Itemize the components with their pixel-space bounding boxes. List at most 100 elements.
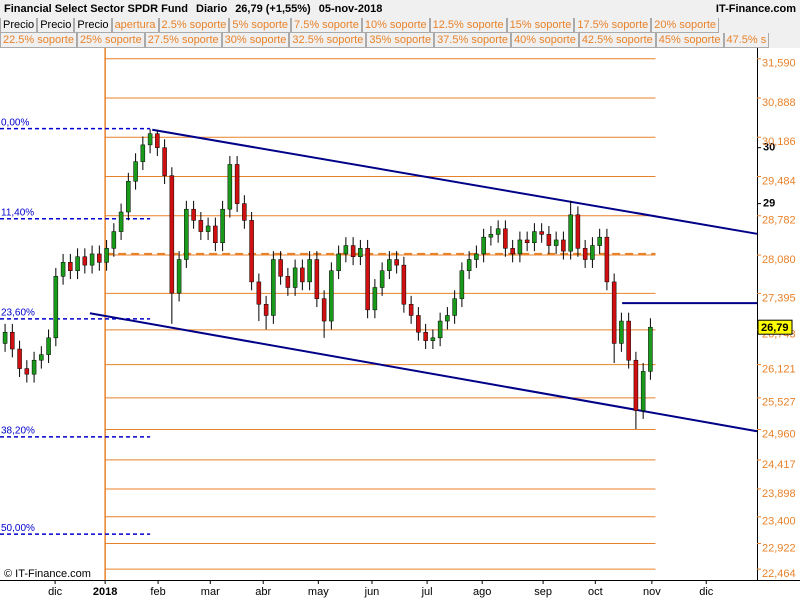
candle-body [640, 371, 646, 411]
x-tick-label: mar [201, 586, 220, 598]
tab[interactable]: 45% soporte [655, 33, 724, 48]
candle-body [263, 304, 269, 316]
x-tick-label: dic [48, 586, 63, 598]
candle-body [524, 239, 530, 244]
tab[interactable]: Precio [0, 18, 38, 33]
tab[interactable]: 35% soporte [366, 33, 435, 48]
candle-body [249, 220, 254, 283]
tab[interactable]: 37.5% soporte [434, 33, 512, 48]
trendline [152, 128, 758, 235]
tab[interactable]: 10% soporte [361, 18, 430, 33]
date: 05-nov-2018 [318, 3, 383, 15]
candle-body [118, 211, 124, 232]
tab[interactable]: Precio [37, 18, 75, 33]
candle-body [126, 180, 131, 213]
candle-body [31, 359, 37, 375]
x-tick-label: feb [150, 586, 165, 598]
tab[interactable]: 40% soporte [511, 33, 579, 48]
level-label: 23,400 [762, 516, 796, 528]
candle-body [242, 203, 247, 221]
last-change: 26,79 (+1,55%) [235, 3, 311, 15]
candle-body [372, 287, 378, 311]
candle-body [39, 354, 44, 361]
candle-body [300, 267, 305, 283]
candle-body [416, 315, 421, 333]
fib-label: 23,60% [1, 307, 35, 318]
tab[interactable]: 12.5% soporte [429, 18, 507, 33]
tab[interactable]: 5% soporte [229, 18, 292, 33]
candle-body [191, 208, 196, 221]
candle-body [343, 245, 349, 255]
tab[interactable]: apertura [111, 18, 159, 33]
candle-body [82, 256, 88, 266]
tab[interactable]: 27.5% soporte [144, 33, 222, 48]
level-label: 27,395 [762, 292, 796, 304]
candle-body [2, 331, 8, 344]
candle-body [379, 270, 385, 288]
level-label: 26,121 [762, 364, 796, 376]
level-label: 24,417 [762, 459, 796, 471]
candle-body [611, 281, 617, 344]
x-tick-label: may [308, 586, 329, 598]
last-price-box [757, 319, 793, 335]
x-tick-label: jun [364, 586, 380, 598]
candle-body [401, 264, 407, 305]
candle-body [147, 133, 153, 146]
candle-body [423, 331, 428, 341]
x-tick-label: jul [421, 586, 433, 598]
tab[interactable]: 17.5% soporte [574, 18, 652, 33]
tab[interactable]: 32.5% soporte [289, 33, 367, 48]
candle-body [394, 259, 399, 266]
candle-body [97, 253, 102, 263]
tab[interactable]: 7.5% soporte [291, 18, 362, 33]
tab[interactable]: Precio [74, 18, 112, 33]
candle-body [539, 231, 544, 235]
candle-body [140, 144, 146, 162]
trendline [89, 312, 758, 433]
source: IT-Finance.com [715, 3, 796, 15]
candle-body [17, 348, 22, 369]
tab[interactable]: 20% soporte [651, 18, 720, 33]
x-tick-label: abr [255, 586, 271, 598]
level-label: 29,484 [762, 175, 796, 187]
candle-body [220, 208, 225, 244]
tab[interactable]: 22.5% soporte [0, 33, 77, 48]
level-label: 23,898 [762, 488, 796, 500]
candle-body [590, 245, 595, 260]
level-label: 25,527 [762, 397, 796, 409]
tab[interactable]: 25% soporte [76, 33, 145, 48]
candle-body [495, 228, 501, 235]
candle-body [104, 248, 109, 263]
copyright: © IT-Finance.com [4, 568, 91, 580]
candle-body [561, 239, 566, 252]
tab[interactable]: 2.5% soporte [158, 18, 230, 33]
candle-body [184, 208, 189, 260]
candle-body [89, 253, 95, 266]
candle-body [597, 236, 602, 246]
y-tick-label: 30 [763, 142, 775, 154]
candle-body [53, 276, 59, 339]
tab[interactable]: 42.5% soporte [578, 33, 656, 48]
tab[interactable]: 15% soporte [506, 18, 575, 33]
candle-body [155, 133, 160, 148]
candle-body [474, 253, 479, 260]
candle-body [466, 259, 472, 271]
fib-label: 38,20% [1, 425, 35, 436]
candle-body [546, 234, 552, 246]
candle-body [532, 231, 537, 244]
tab[interactable]: 47.5% s [723, 33, 770, 48]
tab-row: 22.5% soporte 25% soporte 27.5% soporte 30%… [0, 33, 800, 48]
level-label: 22,922 [762, 542, 796, 554]
candle-body [234, 164, 240, 204]
candle-body [437, 320, 443, 339]
candle-body [568, 214, 573, 252]
last-price-label: 26,79 [761, 322, 789, 334]
candle-body [452, 298, 457, 316]
candle-body [626, 320, 631, 361]
candle-body [133, 161, 138, 182]
candle-body [176, 259, 182, 294]
plot-area [0, 47, 757, 580]
candle-body [582, 248, 588, 260]
candle-body [321, 298, 327, 322]
tab[interactable]: 30% soporte [221, 33, 290, 48]
